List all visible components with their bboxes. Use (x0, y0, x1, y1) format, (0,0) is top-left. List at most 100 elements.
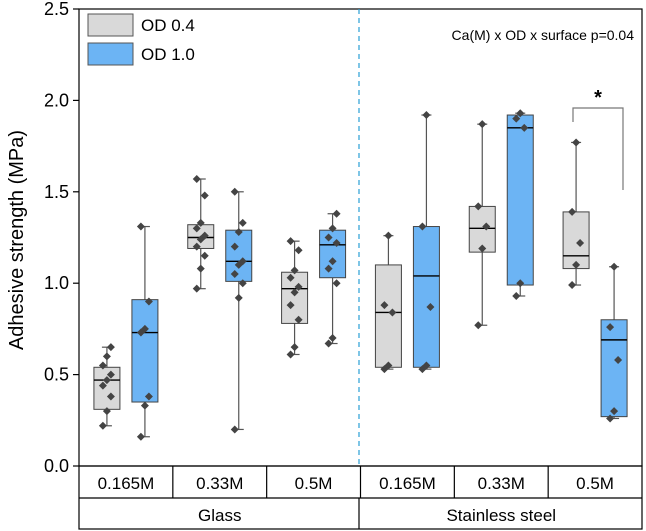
box-od10 (600, 262, 628, 423)
box-iqr (281, 271, 309, 324)
data-point (106, 392, 115, 401)
data-point (478, 120, 487, 129)
data-point (106, 343, 115, 352)
data-point (238, 218, 247, 227)
data-point (294, 246, 303, 255)
data-point (230, 270, 239, 279)
data-point (512, 291, 521, 300)
data-point (286, 273, 295, 282)
data-point (332, 209, 341, 218)
data-point (200, 251, 209, 260)
data-point (140, 401, 149, 410)
y-axis-ticks: 0.0 0.5 1.0 1.5 2.0 2.5 (44, 0, 79, 476)
data-point (196, 218, 205, 227)
y-tick-label: 0.0 (44, 456, 69, 476)
data-point (286, 237, 295, 246)
data-point (290, 343, 299, 352)
box-od10 (225, 187, 253, 434)
box-iqr (374, 264, 402, 368)
data-point (230, 425, 239, 434)
data-point (614, 355, 623, 364)
data-point (324, 233, 333, 242)
group-label: Stainless steel (446, 506, 556, 525)
box-iqr (506, 114, 534, 286)
box-od10 (319, 209, 347, 348)
data-point (610, 262, 619, 271)
y-tick-label: 0.5 (44, 365, 69, 385)
data-point (384, 361, 393, 370)
data-point (610, 407, 619, 416)
data-point (426, 302, 435, 311)
data-point (422, 361, 431, 370)
data-point (516, 109, 525, 118)
data-point (286, 350, 295, 359)
data-point (200, 231, 209, 240)
data-point (136, 432, 145, 441)
box-iqr (93, 366, 121, 410)
data-point (324, 264, 333, 273)
data-point (102, 376, 111, 385)
data-point (238, 257, 247, 266)
data-point (422, 111, 431, 120)
data-point (234, 293, 243, 302)
data-point (478, 244, 487, 253)
significance-bracket: * (572, 87, 624, 190)
interaction-annotation: Ca(M) x OD x surface p=0.04 (452, 27, 635, 43)
category-label: 0.33M (478, 474, 525, 493)
box-series (93, 109, 628, 441)
data-point (106, 370, 115, 379)
box-od04 (187, 175, 215, 293)
box-iqr (562, 211, 590, 270)
data-point (286, 301, 295, 310)
data-point (294, 315, 303, 324)
y-tick-label: 2.5 (44, 0, 69, 19)
box-od10 (506, 109, 534, 300)
box-od04 (468, 120, 496, 330)
data-point (192, 224, 201, 233)
data-point (512, 114, 521, 123)
data-point (140, 324, 149, 333)
category-label: 0.5M (295, 474, 333, 493)
category-label: 0.165M (379, 474, 436, 493)
plot-frame (78, 8, 643, 467)
data-point (482, 222, 491, 231)
data-point (192, 175, 201, 184)
data-point (576, 238, 585, 247)
data-point (474, 321, 483, 330)
data-point (238, 279, 247, 288)
y-axis-title: Adhesive strength (MPa) (6, 130, 28, 350)
data-point (144, 392, 153, 401)
data-point (290, 288, 299, 297)
data-point (136, 222, 145, 231)
data-point (520, 123, 529, 132)
data-point (332, 238, 341, 247)
data-point (102, 352, 111, 361)
bracket-line (572, 107, 624, 190)
data-point (384, 231, 393, 240)
box-iqr (412, 226, 440, 368)
group-label: Glass (198, 506, 241, 525)
box-od10 (412, 111, 440, 374)
box-od04 (562, 138, 590, 290)
data-point (200, 191, 209, 200)
legend-swatch-od04 (87, 13, 134, 37)
box-od04 (93, 343, 121, 430)
box-iqr (600, 319, 628, 418)
data-point (234, 228, 243, 237)
category-table: 0.165M 0.33M 0.5M 0.165M 0.33M 0.5M Glass Stain… (78, 465, 643, 530)
data-point (380, 301, 389, 310)
box-od04 (374, 231, 402, 374)
box-od10 (131, 222, 159, 441)
data-point (606, 323, 615, 332)
legend-swatch-od10 (87, 42, 134, 66)
data-point (328, 334, 337, 343)
y-tick-label: 1.5 (44, 182, 69, 202)
legend-label-od10: OD 1.0 (141, 45, 195, 64)
box-iqr (131, 299, 159, 403)
category-label: 0.33M (196, 474, 243, 493)
data-point (98, 361, 107, 370)
data-point (102, 407, 111, 416)
data-point (324, 339, 333, 348)
data-point (328, 224, 337, 233)
